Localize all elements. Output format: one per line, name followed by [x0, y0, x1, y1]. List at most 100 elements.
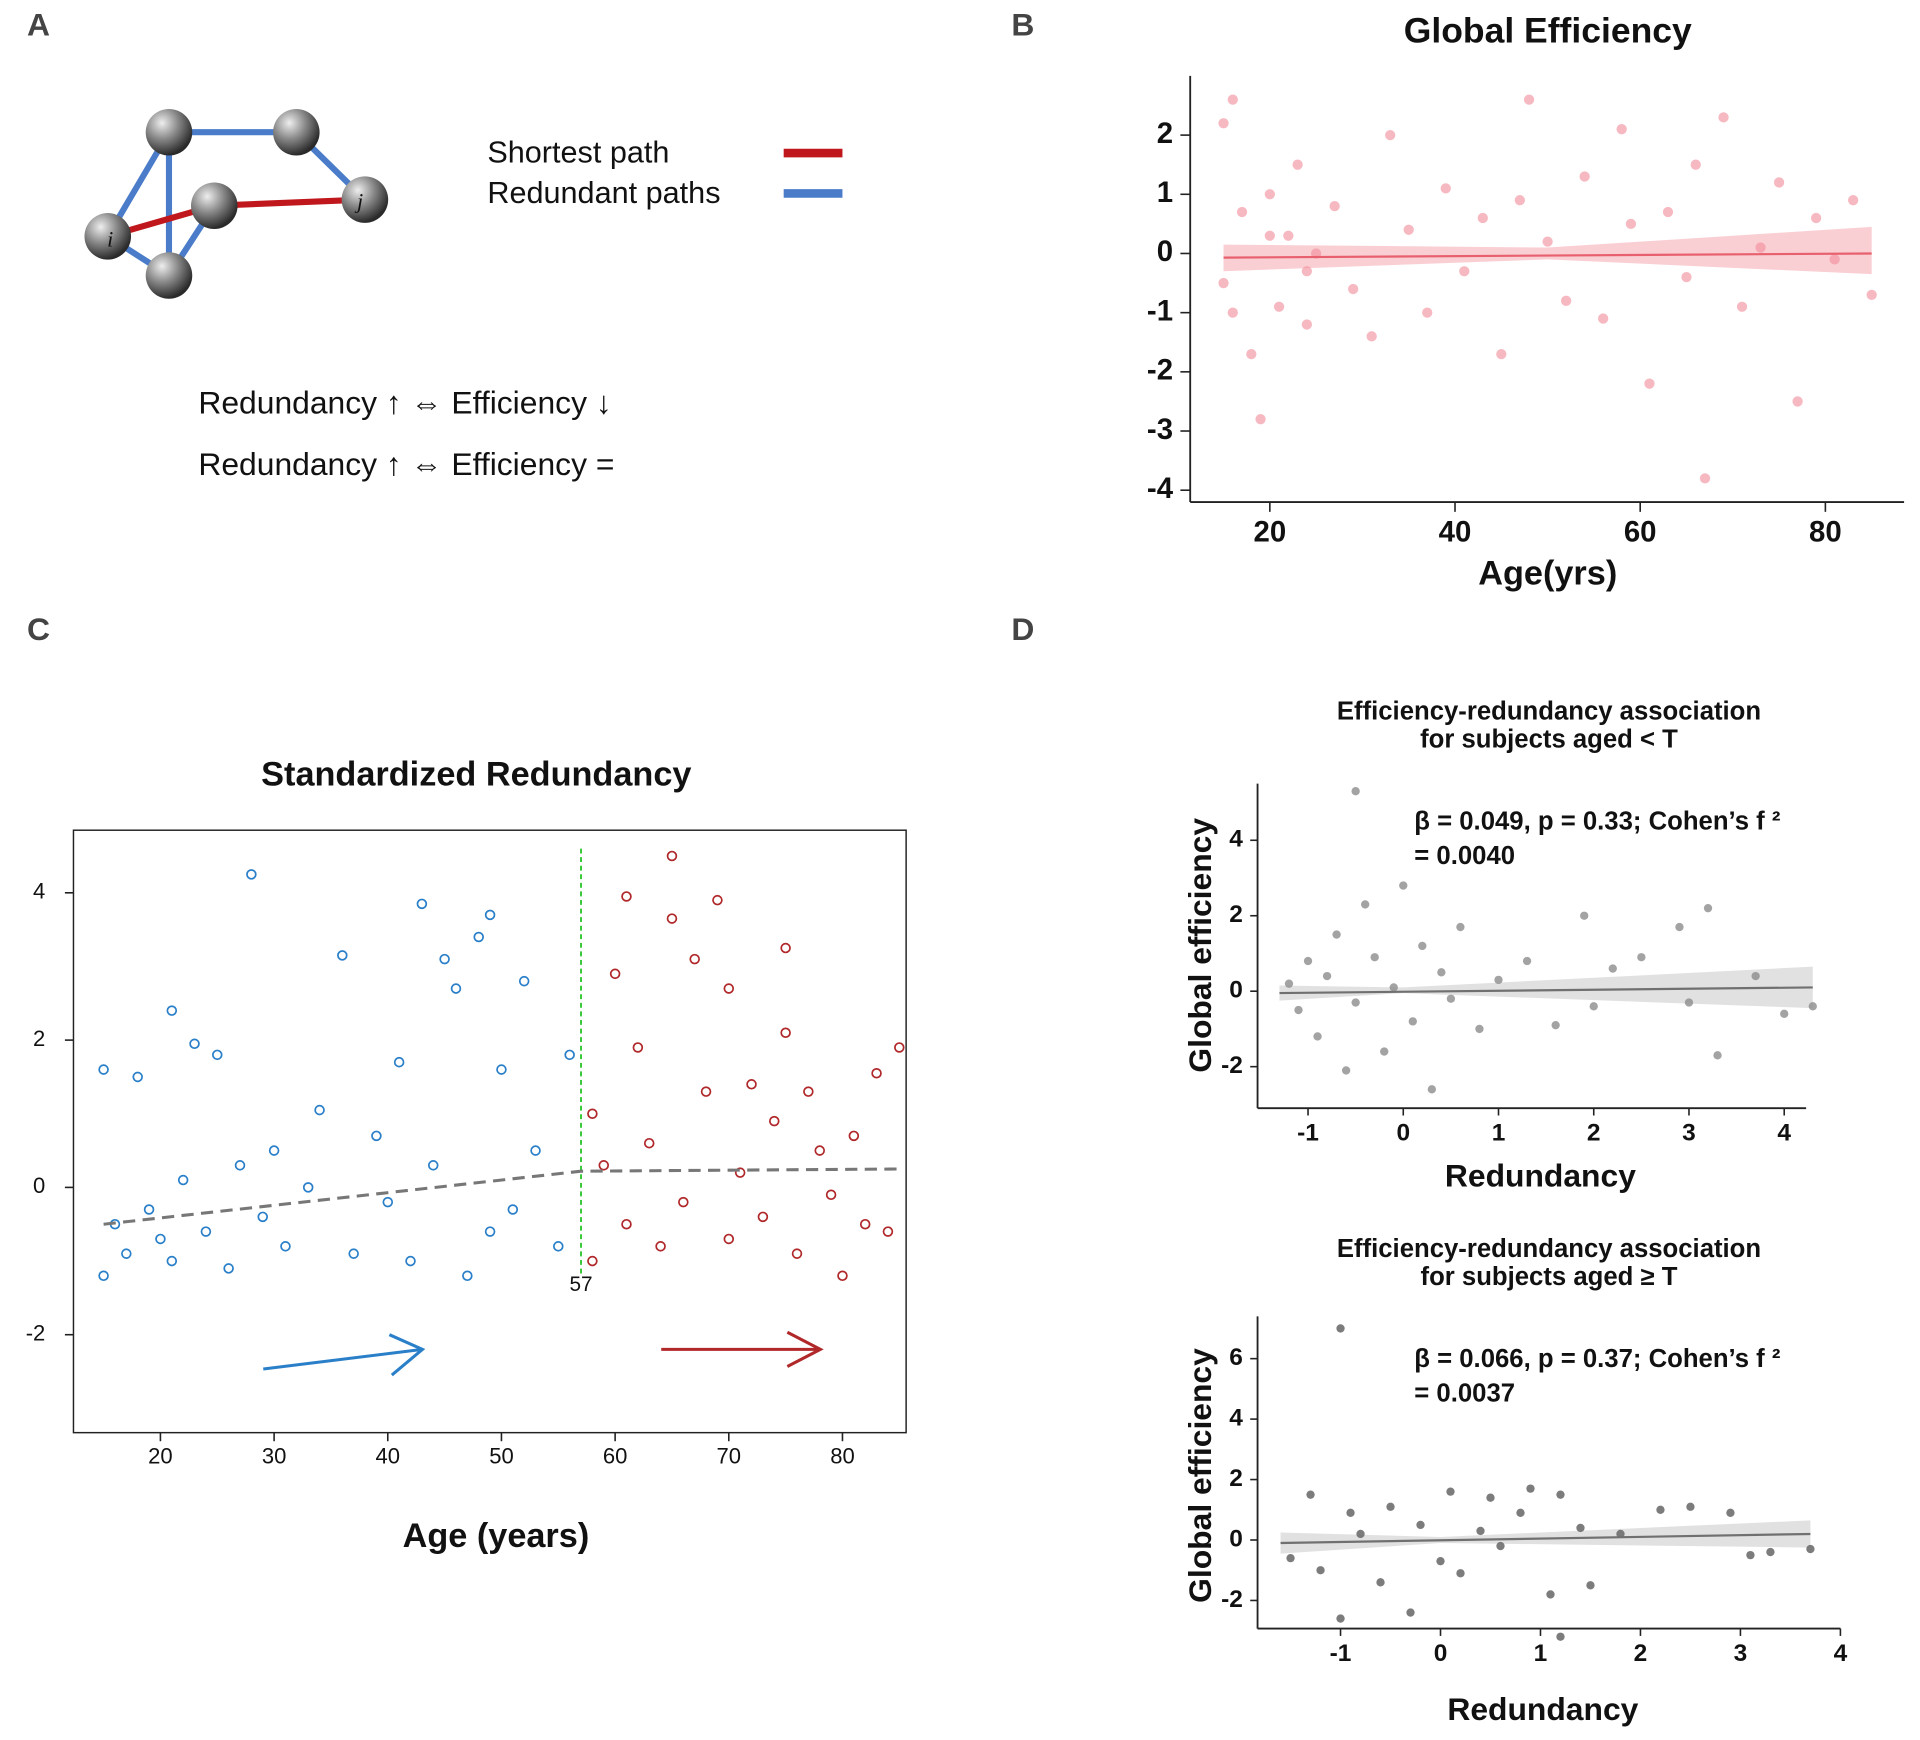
x-tick-label: 60 [603, 1444, 628, 1469]
point [1380, 1047, 1389, 1056]
point [1313, 1032, 1322, 1041]
point [1576, 1523, 1585, 1533]
point [348, 1248, 359, 1259]
point [450, 983, 462, 994]
point [1456, 922, 1465, 932]
point [496, 1064, 507, 1075]
node-label: j [354, 188, 363, 213]
point [439, 953, 450, 965]
point [1496, 1541, 1505, 1551]
point [587, 1255, 598, 1267]
y-tick-label: 0 [1229, 1525, 1243, 1552]
annotation: = 0.0037 [1414, 1379, 1515, 1407]
trend-line [103, 1167, 900, 1226]
point [1780, 1009, 1789, 1018]
point [1376, 1578, 1385, 1587]
point [1703, 904, 1713, 913]
point [791, 1248, 803, 1259]
point [1246, 348, 1257, 360]
point [1476, 1526, 1485, 1536]
point [234, 1160, 246, 1171]
point [132, 1071, 143, 1083]
point [1306, 1490, 1315, 1499]
point [427, 1160, 439, 1171]
point [1810, 212, 1822, 224]
point [484, 1226, 496, 1237]
x-axis-label: Redundancy [1447, 1691, 1638, 1727]
diagram-legend: Shortest path Redundant paths [487, 135, 843, 210]
point [1370, 953, 1379, 962]
point [1560, 295, 1572, 306]
point [1773, 177, 1785, 188]
point [1625, 218, 1637, 230]
point [1283, 230, 1294, 241]
panel-label: B [1011, 6, 1034, 42]
point [1416, 1520, 1425, 1530]
point [1522, 956, 1532, 966]
x-tick-label: -1 [1330, 1640, 1352, 1667]
point [564, 1049, 575, 1061]
point [1332, 930, 1341, 939]
point [257, 1211, 268, 1223]
x-tick-label: 2 [1634, 1640, 1648, 1667]
x-tick-label: 60 [1624, 516, 1657, 549]
point [587, 1108, 598, 1120]
point [1579, 171, 1590, 182]
point [1255, 414, 1266, 425]
point [1386, 1502, 1395, 1511]
y-tick-label: 1 [1157, 176, 1173, 209]
point [1713, 1051, 1722, 1060]
point [484, 909, 496, 921]
point [723, 1233, 735, 1245]
node [145, 252, 193, 299]
point [837, 1270, 848, 1282]
point [1736, 301, 1748, 312]
threshold-label: 57 [569, 1273, 592, 1296]
point [1829, 254, 1840, 265]
node [84, 213, 132, 260]
point [166, 1255, 178, 1267]
point [700, 1086, 712, 1097]
x-tick-label: 3 [1682, 1119, 1696, 1146]
point [1523, 94, 1535, 105]
point [1303, 956, 1313, 966]
point [1848, 195, 1859, 206]
equation: Redundancy ↑ ⇔ Efficiency = [198, 446, 614, 482]
chart-title: for subjects aged ≥ T [1421, 1263, 1678, 1291]
point [1586, 1581, 1595, 1590]
x-tick-label: 80 [830, 1444, 855, 1469]
annotation: = 0.0040 [1414, 842, 1515, 870]
y-tick-label: 4 [1229, 1405, 1243, 1432]
node [341, 176, 389, 223]
x-tick-label: 4 [1777, 1119, 1791, 1146]
point [1637, 953, 1646, 962]
x-tick-label: 30 [262, 1444, 287, 1469]
point [473, 931, 484, 943]
point [1459, 266, 1470, 277]
y-tick-label: 2 [1229, 901, 1243, 928]
plot-frame [72, 829, 907, 1434]
point [1436, 1557, 1445, 1566]
point [393, 1056, 405, 1068]
point [1684, 998, 1694, 1007]
point [1292, 159, 1303, 170]
point [1403, 224, 1414, 235]
trend-arrows [263, 1330, 824, 1377]
chart-title: Efficiency-redundancy association [1337, 1235, 1761, 1263]
point [803, 1086, 814, 1097]
point [666, 913, 678, 924]
point [121, 1248, 132, 1259]
point [643, 1137, 655, 1149]
y-axis-label: Global efficiency [1182, 1348, 1218, 1603]
point [1556, 1490, 1565, 1499]
point [1608, 964, 1617, 973]
legend-label: Shortest path [487, 135, 669, 169]
point [678, 1196, 689, 1208]
y-tick-label: 6 [1229, 1344, 1243, 1371]
point [1446, 1487, 1455, 1496]
point [1546, 1590, 1555, 1599]
point [871, 1067, 882, 1079]
point [1286, 1553, 1295, 1563]
